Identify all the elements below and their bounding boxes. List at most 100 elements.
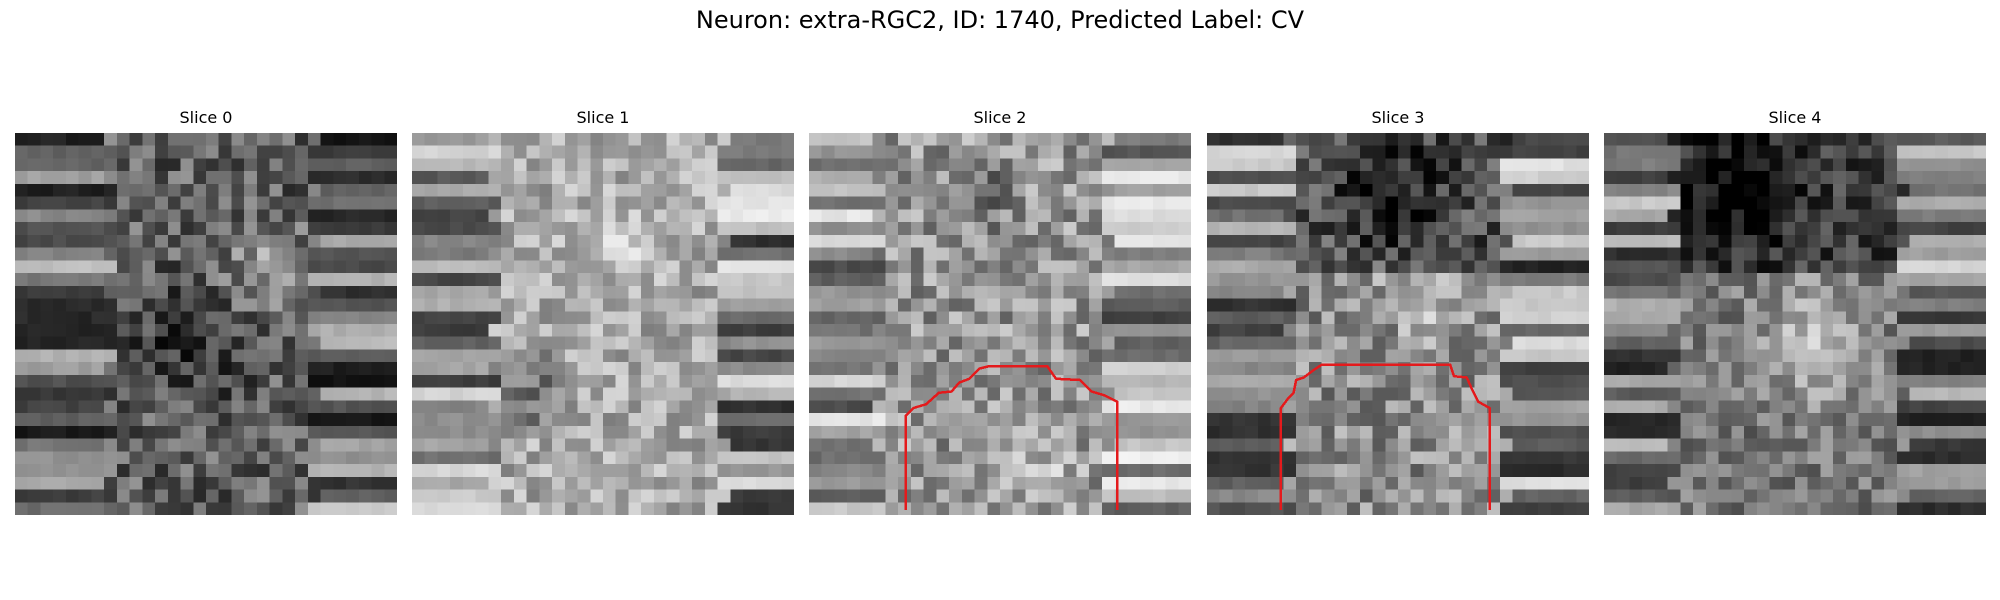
pixel: [1372, 158, 1386, 172]
pixel: [552, 209, 566, 223]
pixel: [961, 285, 975, 299]
pixel: [949, 273, 963, 287]
pixel: [129, 311, 143, 325]
pixel: [1207, 324, 1220, 337]
pixel: [371, 387, 385, 401]
pixel: [679, 464, 693, 478]
pixel: [1731, 298, 1745, 312]
pixel: [1512, 273, 1526, 287]
pixel: [577, 425, 591, 439]
pixel: [206, 451, 219, 465]
pixel: [590, 196, 604, 210]
pixel: [641, 247, 655, 261]
pixel: [142, 413, 156, 427]
pixel: [1871, 413, 1885, 427]
pixel: [834, 425, 848, 439]
pixel: [437, 438, 451, 452]
pixel: [513, 183, 527, 197]
pixel: [53, 171, 67, 185]
pixel: [513, 349, 527, 363]
pixel: [1884, 374, 1898, 388]
pixel: [1089, 311, 1103, 325]
pixel: [104, 374, 118, 388]
pixel: [717, 209, 731, 223]
pixel: [1359, 298, 1373, 312]
pixel: [872, 209, 886, 223]
pixel: [1423, 145, 1437, 159]
pixel: [1576, 133, 1589, 146]
pixel: [1000, 349, 1013, 363]
pixel: [1410, 489, 1424, 503]
pixel: [692, 349, 706, 363]
pixel: [923, 209, 937, 223]
pixel: [1076, 260, 1090, 274]
pixel: [1385, 247, 1399, 261]
pixel: [40, 451, 54, 465]
pixel: [1576, 247, 1589, 261]
pixel: [333, 273, 347, 287]
pixel: [218, 285, 232, 299]
pixel: [307, 158, 321, 172]
pixel: [450, 336, 464, 350]
pixel: [1385, 413, 1399, 427]
pixel: [501, 158, 515, 172]
pixel: [1680, 298, 1694, 312]
pixel: [129, 298, 143, 312]
pixel: [1245, 183, 1259, 197]
pixel: [1642, 222, 1656, 236]
pixel: [320, 133, 334, 146]
pixel: [1063, 273, 1077, 287]
pixel: [231, 133, 245, 146]
pixel: [65, 425, 79, 439]
pixel: [1858, 298, 1872, 312]
pixel: [256, 234, 270, 248]
pixel: [692, 234, 706, 248]
pixel: [1563, 145, 1577, 159]
pixel: [1232, 387, 1246, 401]
pixel: [641, 145, 655, 159]
pixel: [1680, 273, 1694, 287]
pixel: [1922, 158, 1936, 172]
pixel: [1063, 222, 1077, 236]
pixel: [1410, 273, 1424, 287]
pixel: [1207, 196, 1220, 210]
pixel: [488, 273, 502, 287]
pixel: [1359, 247, 1373, 261]
pixel: [1127, 311, 1141, 325]
pixel: [1960, 158, 1974, 172]
pixel: [1667, 260, 1681, 274]
pixel: [333, 387, 347, 401]
pixel: [1947, 158, 1961, 172]
pixel: [53, 285, 67, 299]
pixel: [717, 387, 731, 401]
pixel: [1487, 387, 1501, 401]
pixel: [1257, 400, 1271, 414]
pixel: [1025, 438, 1039, 452]
pixel: [1359, 324, 1373, 337]
pixel: [1833, 260, 1847, 274]
pixel: [1321, 489, 1335, 503]
pixel: [1756, 209, 1770, 223]
pixel: [1140, 285, 1154, 299]
pixel: [885, 158, 899, 172]
pixel: [513, 209, 527, 223]
pixel: [218, 413, 232, 427]
pixel: [1385, 336, 1399, 350]
pixel: [1884, 209, 1898, 223]
pixel: [1114, 171, 1128, 185]
pixel: [1347, 451, 1361, 465]
pixel: [1604, 171, 1617, 185]
pixel: [1922, 476, 1936, 490]
pixel: [193, 451, 207, 465]
pixel: [475, 362, 489, 376]
pixel: [768, 183, 782, 197]
pixel: [1629, 489, 1643, 503]
pixel: [1101, 158, 1115, 172]
pixel: [320, 476, 334, 490]
pixel: [231, 285, 245, 299]
pixel: [358, 145, 372, 159]
pixel: [1372, 336, 1386, 350]
pixel: [1398, 273, 1411, 287]
pixel: [1423, 374, 1437, 388]
pixel: [424, 260, 438, 274]
